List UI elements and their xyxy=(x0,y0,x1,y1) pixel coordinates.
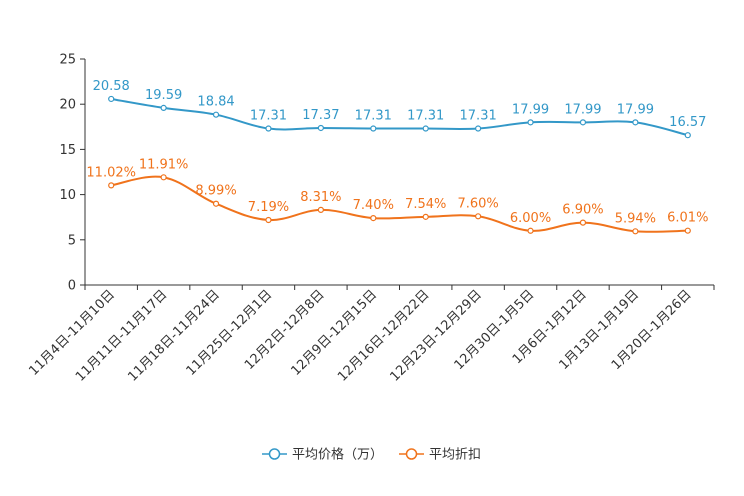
data-point xyxy=(579,219,587,226)
legend[interactable]: 平均价格（万） 平均折扣 xyxy=(262,447,481,463)
data-label: 11.91% xyxy=(139,157,189,172)
data-label: 17.31 xyxy=(407,109,444,124)
data-point xyxy=(370,215,377,222)
data-label: 18.84 xyxy=(197,95,234,110)
data-point xyxy=(527,119,534,126)
series-line xyxy=(111,175,688,233)
legend-item-1[interactable]: 平均折扣 xyxy=(399,448,481,463)
data-point xyxy=(160,104,167,112)
y-axis-ticks: 0 5 10 15 20 25 xyxy=(59,53,85,294)
legend-swatch-icon xyxy=(268,448,281,460)
data-label: 6.90% xyxy=(562,203,603,218)
data-label: 17.99 xyxy=(564,102,601,117)
legend-item-0[interactable]: 平均价格（万） xyxy=(262,447,383,463)
data-label: 11.02% xyxy=(86,165,136,180)
data-label: 20.58 xyxy=(93,79,130,94)
data-label: 17.31 xyxy=(355,109,392,124)
legend-label: 平均折扣 xyxy=(429,448,481,463)
data-point xyxy=(684,132,691,139)
data-point xyxy=(422,125,429,132)
data-point xyxy=(370,125,377,132)
y-tick-label: 15 xyxy=(59,143,76,158)
data-point xyxy=(632,228,639,235)
data-label: 8.31% xyxy=(300,190,341,205)
series-0: 20.58 19.59 18.84 17.31 17.37 17.31 17.31 17.31… xyxy=(93,79,706,139)
legend-swatch-icon xyxy=(405,448,418,460)
data-point xyxy=(475,213,482,220)
data-point xyxy=(212,200,220,207)
legend-label: 平均价格（万） xyxy=(292,447,383,463)
series-1: 11.02%11.91% 8.99% 7.19% 8.31% 7.40% 7.54% 7.6… xyxy=(86,157,708,235)
data-point xyxy=(317,206,324,213)
series-group: 20.58 19.59 18.84 17.31 17.37 17.31 17.31 17.31… xyxy=(86,79,708,235)
data-point xyxy=(527,227,534,234)
x-tick-label: 12月16日-12月22日 xyxy=(335,287,432,384)
y-tick-label: 25 xyxy=(59,53,76,68)
data-label: 6.00% xyxy=(510,211,551,226)
data-label: 19.59 xyxy=(145,88,182,103)
x-tick-label: 11月18日-11月24日 xyxy=(125,287,222,384)
data-label: 7.54% xyxy=(405,197,446,212)
data-point xyxy=(475,125,482,132)
data-point xyxy=(108,95,115,103)
data-label: 7.40% xyxy=(353,198,394,213)
x-axis-ticks: 11月4日-11月10日11月11日-11月17日11月18日-11月24日11… xyxy=(26,285,715,385)
y-tick-label: 0 xyxy=(68,279,76,294)
data-point xyxy=(684,227,691,234)
data-point xyxy=(317,124,324,132)
data-point xyxy=(108,182,115,189)
y-tick-label: 10 xyxy=(59,188,76,203)
x-tick-label: 12月23日-12月29日 xyxy=(387,287,484,384)
data-label: 6.01% xyxy=(667,211,708,226)
data-point xyxy=(422,213,429,220)
y-tick-label: 20 xyxy=(59,98,76,113)
data-label: 17.37 xyxy=(302,108,339,123)
y-tick-label: 5 xyxy=(68,233,76,248)
data-label: 17.31 xyxy=(460,109,497,124)
data-point xyxy=(579,119,587,126)
data-point xyxy=(160,174,167,181)
series-line xyxy=(111,97,689,137)
data-label: 17.99 xyxy=(512,102,549,117)
data-label: 5.94% xyxy=(615,211,656,226)
data-label: 16.57 xyxy=(669,115,706,130)
data-point xyxy=(212,111,220,118)
data-label: 7.19% xyxy=(248,200,289,215)
data-label: 17.31 xyxy=(250,109,287,124)
data-label: 17.99 xyxy=(617,102,654,117)
x-tick-label: 11月11日-11月17日 xyxy=(73,287,170,384)
data-label: 7.60% xyxy=(457,196,498,211)
data-point xyxy=(265,216,272,224)
x-tick-label: 11月4日-11月10日 xyxy=(26,287,118,379)
data-point xyxy=(265,125,272,132)
data-label: 8.99% xyxy=(195,184,236,199)
data-point xyxy=(632,119,639,126)
